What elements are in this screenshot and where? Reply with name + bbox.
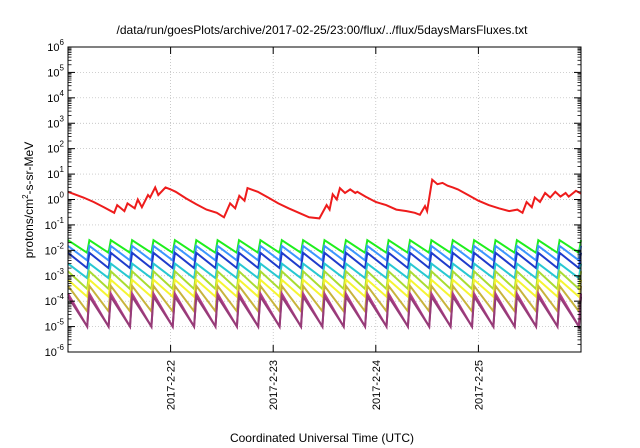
series-line-1 xyxy=(67,177,582,220)
series-line-8 xyxy=(67,283,582,314)
series-line-9 xyxy=(67,290,582,330)
y-tick-label-base: 10 xyxy=(47,93,59,105)
y-tick-label-base: 10 xyxy=(47,144,59,156)
y-tick-label: 106 xyxy=(47,38,64,54)
y-tick-label: 102 xyxy=(47,140,64,156)
y-tick-label-base: 10 xyxy=(47,195,59,207)
y-tick-label: 101 xyxy=(47,165,64,181)
y-axis-title-exp: 2 xyxy=(21,194,30,199)
y-tick-label-exp: -6 xyxy=(57,343,65,352)
y-tick-label-exp: 0 xyxy=(60,191,65,200)
y-axis-title: protons/cm2-s-sr-MeV xyxy=(21,142,36,258)
y-tick-label: 10-4 xyxy=(45,292,65,308)
y-tick-label-base: 10 xyxy=(45,296,57,308)
y-tick-label-base: 10 xyxy=(47,42,59,54)
chart-title: /data/run/goesPlots/archive/2017-02-25/2… xyxy=(117,23,529,37)
y-tick-label-exp: 4 xyxy=(60,89,65,98)
y-tick-label: 105 xyxy=(47,63,64,79)
x-tick-labels: 2017-2-22 2017-2-23 2017-2-24 2017-2-25 xyxy=(166,360,486,410)
y-tick-label-base: 10 xyxy=(45,220,57,232)
y-tick-label-exp: -4 xyxy=(57,292,65,301)
series-line-10 xyxy=(67,293,582,330)
y-tick-label-base: 10 xyxy=(45,245,57,257)
y-tick-label-exp: -3 xyxy=(57,267,65,276)
y-tick-label-exp: -1 xyxy=(57,216,65,225)
y-tick-label: 10-3 xyxy=(45,267,65,283)
y-tick-labels: 10-610-510-410-310-210-11001011021031041… xyxy=(45,38,65,359)
y-tick-label: 103 xyxy=(47,114,64,130)
y-tick-label: 10-5 xyxy=(45,318,65,334)
y-tick-label-base: 10 xyxy=(45,322,57,334)
x-axis-title: Coordinated Universal Time (UTC) xyxy=(230,431,414,445)
y-axis-title-base: protons/cm xyxy=(22,199,36,258)
y-tick-label-exp: 6 xyxy=(60,38,65,47)
y-tick-label: 10-1 xyxy=(45,216,65,232)
series-line-2 xyxy=(67,238,582,255)
series-line-7 xyxy=(67,277,582,299)
series-line-3 xyxy=(67,244,582,263)
y-tick-label-base: 10 xyxy=(45,271,57,283)
y-tick-label-base: 10 xyxy=(45,347,57,359)
y-tick-label-exp: 1 xyxy=(60,165,65,174)
ticks xyxy=(68,46,581,353)
y-tick-label-exp: 2 xyxy=(60,140,65,149)
x-tick-label: 2017-2-23 xyxy=(268,360,280,410)
y-tick-label-exp: -5 xyxy=(57,318,65,327)
y-tick-label-base: 10 xyxy=(47,67,59,79)
series-line-6 xyxy=(67,269,582,292)
y-tick-label-exp: 3 xyxy=(60,114,65,123)
y-tick-label: 104 xyxy=(47,89,64,105)
series-line-5 xyxy=(67,261,582,281)
y-tick-label-exp: 5 xyxy=(60,63,65,72)
y-tick-label-exp: -2 xyxy=(57,241,65,250)
y-tick-label: 10-6 xyxy=(45,343,65,359)
y-tick-label: 10-2 xyxy=(45,241,65,257)
x-tick-label: 2017-2-22 xyxy=(166,360,178,410)
y-axis-title-rest: -s-sr-MeV xyxy=(22,142,36,195)
y-tick-label-base: 10 xyxy=(47,118,59,130)
series-layer xyxy=(67,177,582,330)
y-tick-label: 100 xyxy=(47,191,64,207)
series-line-4 xyxy=(67,250,582,270)
y-tick-label-base: 10 xyxy=(47,169,59,181)
x-tick-label: 2017-2-24 xyxy=(371,360,383,410)
x-tick-label: 2017-2-25 xyxy=(473,360,485,410)
